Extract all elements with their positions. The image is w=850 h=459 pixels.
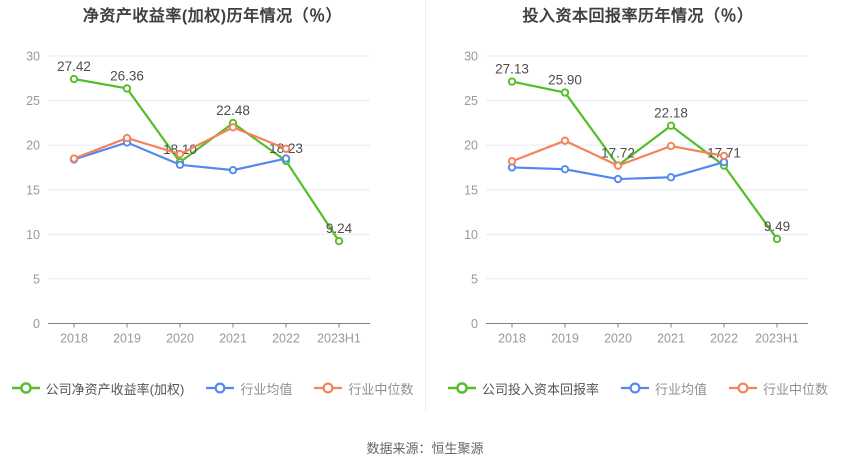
svg-text:2020: 2020 [166, 332, 194, 346]
svg-text:5: 5 [471, 272, 478, 286]
legend-item-industry-average[interactable]: 行业均值 [206, 379, 292, 398]
svg-text:2021: 2021 [219, 332, 247, 346]
svg-text:2021: 2021 [657, 332, 685, 346]
svg-text:2018: 2018 [498, 332, 526, 346]
svg-text:18.10: 18.10 [163, 142, 197, 157]
svg-text:27.13: 27.13 [495, 62, 529, 77]
chart-title-roic: 投入资本回报率历年情况（％） [522, 8, 754, 25]
legend-item-industry-median[interactable]: 行业中位数 [314, 379, 413, 398]
line-marker-icon [314, 382, 343, 394]
svg-text:2022: 2022 [710, 332, 738, 346]
roe-chart-panel: 净资产收益率(加权)历年情况（％） 30 25 20 15 10 5 0 2018 2019 20… [0, 0, 425, 412]
legend-label: 公司净资产收益率(加权) [45, 381, 185, 397]
svg-text:22.48: 22.48 [216, 103, 250, 118]
legend-item-industry-median[interactable]: 行业中位数 [729, 379, 828, 398]
svg-text:0: 0 [471, 317, 478, 331]
roe-line-chart: 30 25 20 15 10 5 0 2018 2019 2020 2021 2022 2023H1 27… [26, 50, 370, 346]
legend-label: 行业中位数 [348, 381, 414, 397]
svg-text:10: 10 [26, 228, 40, 242]
charts-row: 净资产收益率(加权)历年情况（％） 30 25 20 15 10 5 0 2018 2019 20… [0, 0, 850, 412]
svg-text:30: 30 [464, 50, 478, 64]
svg-text:9.49: 9.49 [764, 219, 790, 234]
svg-text:10: 10 [464, 228, 478, 242]
svg-text:20: 20 [26, 139, 40, 153]
legend-item-industry-average[interactable]: 行业均值 [620, 379, 707, 398]
svg-text:25: 25 [26, 94, 40, 108]
svg-text:22.18: 22.18 [654, 106, 688, 121]
svg-text:2019: 2019 [113, 332, 141, 346]
svg-text:9.24: 9.24 [326, 221, 353, 236]
svg-text:15: 15 [464, 183, 478, 197]
svg-text:0: 0 [33, 317, 40, 331]
line-marker-icon [729, 382, 757, 394]
svg-text:20: 20 [464, 139, 478, 153]
roic-legend: 公司投入资本回报率 行业均值 行业中位数 [426, 378, 850, 398]
line-marker-icon [206, 382, 235, 394]
roic-line-chart: 30 25 20 15 10 5 0 2018 2019 2020 2021 2022 2023H1 27… [464, 50, 808, 346]
data-source-note: 数据来源：恒生聚源 [366, 441, 484, 456]
line-marker-icon [447, 382, 476, 394]
svg-text:2023H1: 2023H1 [755, 332, 799, 346]
line-marker-icon [620, 382, 649, 394]
svg-text:2023H1: 2023H1 [317, 332, 361, 346]
svg-text:5: 5 [33, 272, 40, 286]
svg-text:26.36: 26.36 [110, 68, 144, 83]
legend-label: 行业均值 [240, 381, 293, 397]
legend-label: 公司投入资本回报率 [481, 381, 599, 397]
svg-text:30: 30 [26, 50, 40, 64]
svg-text:2022: 2022 [272, 332, 300, 346]
line-marker-icon [11, 382, 40, 394]
roic-chart-panel: 投入资本回报率历年情况（％） 30 25 20 15 10 5 0 2018 2019 2020 2… [425, 0, 850, 412]
chart-title-roe: 净资产收益率(加权)历年情况（％） [82, 8, 343, 25]
svg-text:25: 25 [464, 94, 478, 108]
legend-label: 行业均值 [654, 381, 707, 397]
legend-item-company-roic[interactable]: 公司投入资本回报率 [447, 379, 599, 398]
svg-text:2018: 2018 [60, 332, 88, 346]
roe-legend: 公司净资产收益率(加权) 行业均值 行业中位数 [0, 378, 425, 398]
svg-text:27.42: 27.42 [57, 59, 91, 74]
svg-text:15: 15 [26, 183, 40, 197]
svg-text:2020: 2020 [604, 332, 632, 346]
svg-text:25.90: 25.90 [548, 73, 582, 88]
svg-text:2019: 2019 [551, 332, 579, 346]
legend-label: 行业中位数 [763, 381, 829, 397]
legend-item-company-roe[interactable]: 公司净资产收益率(加权) [11, 379, 185, 398]
svg-text:17.72: 17.72 [601, 145, 635, 160]
